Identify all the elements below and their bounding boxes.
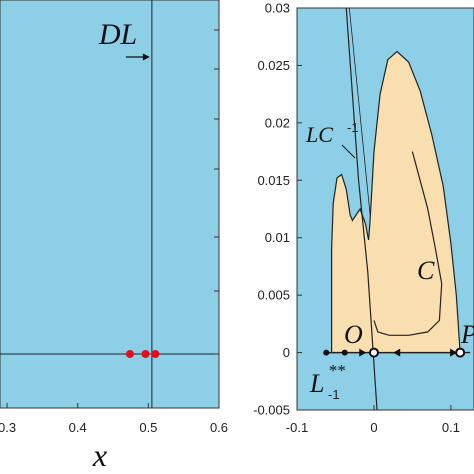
right-x-tick-label: -0.1 bbox=[286, 420, 308, 435]
p-label: P bbox=[460, 320, 474, 349]
l-label-subscript: -1 bbox=[328, 387, 340, 402]
right-y-tick-label: 0.03 bbox=[265, 1, 290, 16]
lc-curve bbox=[345, 7, 378, 411]
right-y-tick-label: 0.02 bbox=[265, 115, 290, 130]
left-x-axis-label: x bbox=[92, 437, 107, 473]
left-data-point bbox=[125, 350, 134, 358]
fixed-point-filled bbox=[341, 349, 348, 356]
left-x-tick-label: 0.3 bbox=[0, 420, 16, 435]
right-y-tick-label: 0.01 bbox=[265, 230, 290, 245]
left-data-point bbox=[141, 350, 150, 358]
left-data-point bbox=[151, 350, 160, 358]
o-label: O bbox=[344, 320, 363, 349]
lc-label: LC bbox=[305, 122, 333, 147]
right-x-tick-label: 0.1 bbox=[442, 420, 460, 435]
left-plot-area bbox=[0, 0, 220, 409]
fixed-point-open bbox=[368, 347, 379, 358]
baseline-arrow-left bbox=[393, 348, 401, 357]
lc-pointer bbox=[341, 144, 356, 159]
right-y-tick-label: 0.015 bbox=[257, 173, 290, 188]
right-x-tick-label: 0 bbox=[370, 420, 377, 435]
left-x-tick-label: 0.5 bbox=[139, 420, 157, 435]
left-x-tick-label: 0.4 bbox=[69, 420, 87, 435]
dl-arrow-head bbox=[142, 53, 150, 61]
lc-curve-secondary bbox=[348, 7, 371, 215]
fixed-point-filled bbox=[323, 349, 330, 356]
baseline-arrow-right bbox=[359, 348, 367, 357]
lc-label-subscript: -1 bbox=[347, 120, 359, 135]
fixed-point-open bbox=[455, 347, 466, 358]
left-x-tick-label: 0.6 bbox=[210, 420, 228, 435]
right-y-tick-label: 0.005 bbox=[257, 288, 290, 303]
right-y-tick-label: -0.005 bbox=[253, 403, 290, 418]
dl-label: DL bbox=[98, 18, 137, 51]
c-label: C bbox=[417, 256, 435, 285]
baseline-arrow-right bbox=[450, 348, 458, 357]
l-label-superscript: ** bbox=[328, 361, 346, 380]
curve-c bbox=[373, 151, 443, 336]
l-label: L bbox=[309, 369, 324, 398]
right-y-tick-label: 0.025 bbox=[257, 58, 290, 73]
right-y-tick-label: 0 bbox=[283, 345, 290, 360]
